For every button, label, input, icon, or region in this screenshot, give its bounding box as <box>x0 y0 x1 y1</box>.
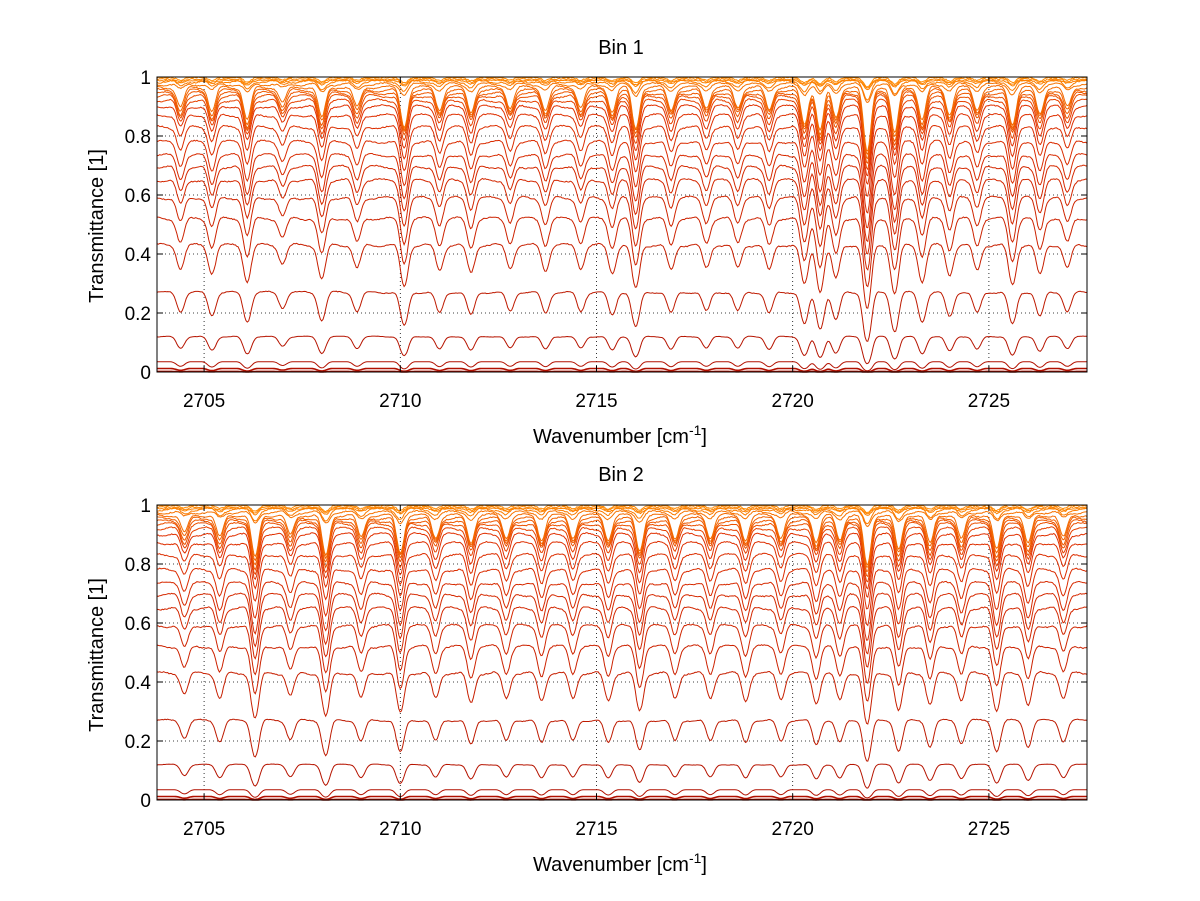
series-line <box>156 242 1088 309</box>
series-line <box>157 512 1088 566</box>
panel-title: Bin 2 <box>598 464 644 486</box>
series-line <box>157 361 1087 372</box>
x-tick-label: 2710 <box>379 391 421 412</box>
series-line <box>157 795 1087 801</box>
x-tick-label: 2710 <box>379 819 421 840</box>
y-tick-label: 0.6 <box>125 186 151 207</box>
y-axis-label: Transmittance [1] <box>86 578 108 732</box>
y-tick-label: 0 <box>140 363 151 384</box>
series-line <box>156 98 1088 171</box>
y-tick-label: 0.2 <box>125 304 151 325</box>
series-line <box>157 789 1087 799</box>
series-line <box>156 552 1088 610</box>
series-line <box>156 718 1088 762</box>
panel-bin-2: Bin 2 2705 2710 2715 2720 2725 0 0.2 0.4 0.6 0.8 1… <box>86 464 1088 876</box>
series-line <box>157 367 1087 373</box>
x-tick-label: 2715 <box>575 391 617 412</box>
series-line <box>156 515 1087 568</box>
x-tick-label: 2705 <box>183 819 225 840</box>
y-axis-label: Transmittance [1] <box>86 149 108 303</box>
series-line <box>156 78 1088 101</box>
series-line <box>156 104 1088 177</box>
x-axis-label: Wavenumber [cm-1] <box>533 422 707 448</box>
series-line <box>156 152 1088 229</box>
series-line <box>156 290 1088 342</box>
y-tick-label: 1 <box>140 496 151 517</box>
axes-box <box>156 76 1088 373</box>
series-line <box>156 124 1088 197</box>
y-tick-label: 0.8 <box>125 127 151 148</box>
series-line <box>156 644 1088 702</box>
series-line <box>156 592 1088 655</box>
series-line <box>156 81 1088 103</box>
series-line <box>156 763 1088 789</box>
series-line <box>156 112 1088 185</box>
x-tick-label: 2720 <box>772 819 814 840</box>
x-tick-label: 2725 <box>968 819 1010 840</box>
series-group <box>156 76 1088 373</box>
series-line <box>156 164 1088 243</box>
x-axis-label: Wavenumber [cm-1] <box>533 850 707 876</box>
ticks: 2705 2710 2715 2720 2725 0 0.2 0.4 0.6 0.8 1 <box>125 68 1087 412</box>
y-tick-label: 0.4 <box>125 245 152 266</box>
series-line <box>156 567 1088 627</box>
series-line <box>156 139 1088 214</box>
series-line <box>156 177 1088 255</box>
series-line <box>156 670 1088 725</box>
series-line <box>156 79 1088 91</box>
series-group <box>156 504 1088 801</box>
series-line <box>156 507 1088 516</box>
y-tick-label: 0.8 <box>125 555 151 576</box>
series-line <box>156 526 1088 583</box>
y-tick-label: 1 <box>140 68 151 89</box>
x-tick-label: 2720 <box>772 391 814 412</box>
y-tick-label: 0 <box>140 791 151 812</box>
series-line <box>156 518 1088 573</box>
series-line <box>156 84 1088 152</box>
panel-bin-1: Bin 1 2705 2710 2715 2720 2725 0 0.2 0.4 0.6 0.8 1… <box>86 37 1088 448</box>
series-line <box>156 87 1088 156</box>
series-line <box>156 605 1088 668</box>
x-tick-label: 2705 <box>183 391 225 412</box>
x-tick-label: 2715 <box>575 819 617 840</box>
series-line <box>156 521 1088 578</box>
series-line <box>156 335 1088 365</box>
y-tick-label: 0.6 <box>125 614 151 635</box>
y-tick-label: 0.4 <box>125 673 152 694</box>
series-line <box>156 532 1088 590</box>
series-line <box>156 77 1088 89</box>
ticks: 2705 2710 2715 2720 2725 0 0.2 0.4 0.6 0.8 1 <box>125 496 1087 840</box>
series-line <box>157 216 1088 288</box>
series-line <box>156 90 1088 160</box>
x-tick-label: 2725 <box>968 391 1010 412</box>
series-line <box>157 370 1087 373</box>
axes-box <box>156 504 1088 801</box>
series-line <box>156 505 1088 515</box>
y-tick-label: 0.2 <box>125 732 151 753</box>
panel-title: Bin 1 <box>598 37 644 59</box>
series-line <box>156 195 1088 271</box>
series-line <box>156 580 1088 641</box>
series-line <box>156 76 1088 88</box>
series-line <box>156 509 1088 528</box>
series-line <box>156 623 1088 684</box>
series-line <box>156 506 1088 525</box>
series-line <box>156 93 1088 164</box>
series-line <box>156 540 1087 598</box>
